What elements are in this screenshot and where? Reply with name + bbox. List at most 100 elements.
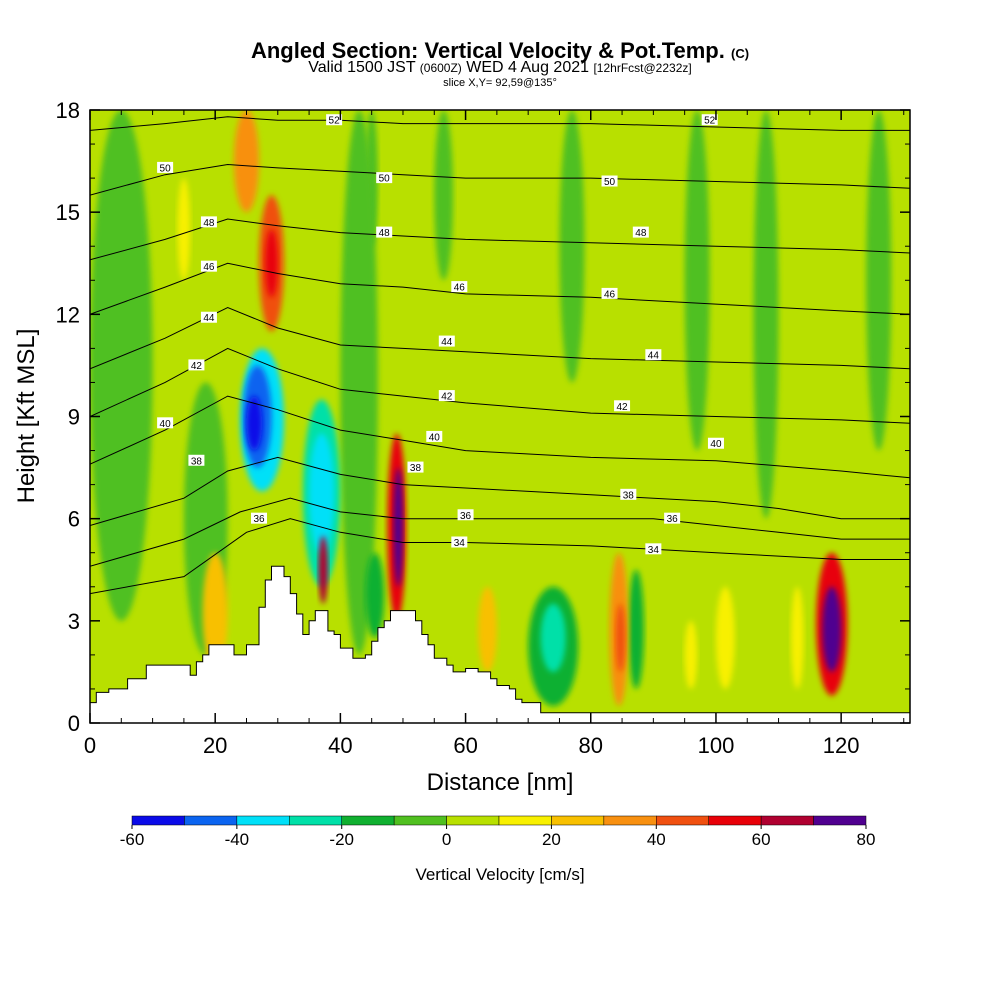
contour-label: 46	[454, 283, 466, 294]
x-tick-label: 120	[823, 733, 860, 758]
x-tick-label: 40	[328, 733, 352, 758]
y-tick-label: 3	[68, 609, 80, 634]
velocity-cell	[340, 110, 378, 655]
colorbar-tick-label: 40	[647, 830, 666, 849]
colorbar-swatch	[131, 815, 185, 826]
contour-label: 50	[379, 174, 391, 185]
contour-label: 44	[648, 351, 660, 362]
contour-label: 40	[429, 432, 441, 443]
contour-label: 42	[191, 361, 203, 372]
contour-label-bg	[645, 543, 662, 555]
contour-label: 38	[410, 463, 422, 474]
contour-label-bg	[664, 512, 681, 524]
valid-date: WED 4 Aug 2021	[466, 59, 590, 76]
colorbar-tick-label: 0	[442, 830, 451, 849]
velocity-cell	[615, 603, 626, 672]
title-text: Angled Section: Vertical Velocity & Pot.…	[250, 38, 725, 63]
y-tick-label: 18	[56, 98, 80, 123]
contour-label: 44	[441, 337, 453, 348]
contour-label: 50	[160, 163, 172, 174]
title-suffix: (C)	[731, 46, 750, 61]
contour-label: 38	[191, 456, 203, 467]
colorbar-swatch	[760, 815, 814, 826]
slice-info: slice X,Y= 92,59@135°	[443, 77, 557, 89]
contour-label-bg	[200, 260, 217, 272]
colorbar-swatch	[708, 815, 762, 826]
chart-title: Angled Section: Vertical Velocity & Pot.…	[0, 38, 1000, 64]
contour-label: 48	[203, 218, 215, 229]
colorbar-label: Vertical Velocity [cm/s]	[415, 865, 584, 884]
velocity-cell	[434, 110, 454, 281]
colorbar-swatch	[656, 815, 709, 826]
y-tick-label: 12	[56, 302, 80, 327]
velocity-cell	[559, 110, 585, 383]
velocity-cell	[233, 110, 260, 213]
colorbar-tick-label: -40	[225, 830, 250, 849]
contour-label: 34	[454, 538, 466, 549]
contour-label-bg	[407, 461, 424, 473]
contour-label-bg	[426, 430, 443, 442]
contour-label-bg	[438, 335, 455, 347]
contour-label: 46	[203, 262, 215, 273]
velocity-cell	[753, 110, 779, 519]
velocity-cell	[177, 178, 191, 281]
colorbar-tick-label: 20	[542, 830, 561, 849]
x-tick-label: 20	[203, 733, 227, 758]
velocity-cell	[822, 586, 842, 672]
colorbar-swatch	[446, 815, 500, 826]
contour-label-bg	[376, 172, 393, 184]
velocity-cell	[393, 467, 403, 587]
velocity-cell	[540, 603, 566, 672]
contour-label-bg	[620, 488, 637, 500]
contour-label: 40	[710, 439, 722, 450]
y-axis-label: Height [Kft MSL]	[13, 329, 40, 504]
valid-prefix: Valid 1500 JST	[308, 59, 416, 76]
velocity-cell	[684, 110, 710, 451]
isentrope-line	[90, 456, 910, 526]
colorbar-tick-label: -60	[120, 830, 145, 849]
contour-label-bg	[451, 536, 468, 548]
contour-label-bg	[200, 311, 217, 323]
colorbar: -60 -40 -20 0 20 40 60 80	[120, 815, 875, 849]
x-tick-label: 0	[84, 733, 96, 758]
isentrope-line	[90, 347, 910, 424]
isentrope-line	[90, 163, 910, 196]
contour-labels: 34 34 36 36 36 38 38 38 40 40 40 42 42 42 44 44 44 46 46 46…	[157, 114, 724, 556]
contour-label: 48	[635, 228, 647, 239]
colorbar-swatch	[289, 815, 342, 826]
velocity-cell	[90, 110, 153, 621]
contour-label: 42	[616, 402, 628, 413]
x-axis: 0 20 40 60 80 100 120	[84, 110, 905, 758]
colorbar-swatch	[236, 815, 290, 826]
colorbar-swatch	[551, 815, 605, 826]
velocity-cell	[791, 586, 804, 689]
contour-label: 46	[604, 289, 616, 300]
contour-label: 36	[253, 514, 265, 525]
velocity-cell	[265, 229, 278, 298]
colorbar-tick-label: -20	[329, 830, 354, 849]
colorbar-swatch	[393, 815, 447, 826]
contour-label: 42	[441, 392, 453, 403]
contour-label: 40	[160, 419, 172, 430]
colorbar-swatch	[603, 815, 657, 826]
velocity-cell	[715, 586, 735, 689]
x-axis-label: Distance [nm]	[427, 769, 574, 796]
valid-utc: (0600Z)	[419, 61, 462, 75]
colorbar-swatch	[184, 815, 238, 826]
plot-area: 34 34 36 36 36 38 38 38 40 40 40 42 42 42 44 44 44 46 46 46…	[89, 109, 911, 724]
contour-label-bg	[188, 454, 205, 466]
isentrope-line	[90, 116, 910, 131]
contour-label: 48	[379, 228, 391, 239]
y-tick-label: 0	[68, 711, 80, 736]
velocity-cell	[365, 552, 385, 638]
colorbar-tick-label: 60	[752, 830, 771, 849]
contour-label-bg	[157, 161, 174, 173]
contour-label-bg	[707, 437, 724, 449]
contour-label-bg	[438, 390, 455, 402]
contour-label: 36	[667, 514, 679, 525]
contour-label-bg	[614, 400, 631, 412]
colorbar-swatch	[498, 815, 552, 826]
x-tick-label: 100	[698, 733, 735, 758]
